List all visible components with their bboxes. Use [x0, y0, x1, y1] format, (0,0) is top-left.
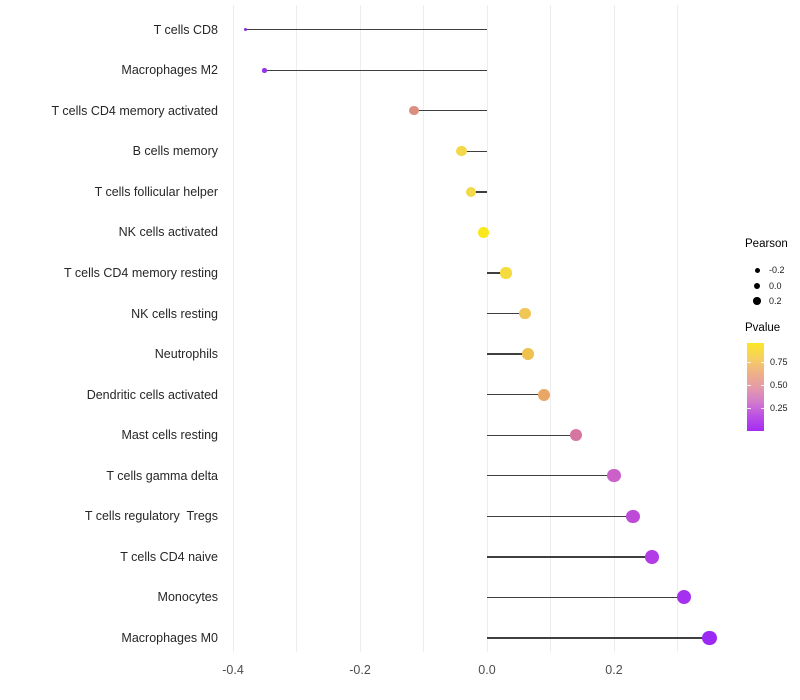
- pearson-dot: [478, 227, 490, 238]
- x-gridline: [613, 5, 615, 652]
- colorbar-tick-label: 0.50: [770, 380, 788, 390]
- colorbar-tick-mark: [760, 384, 764, 386]
- colorbar-tick-mark: [747, 361, 751, 363]
- legend-title-pearson: Pearson: [745, 238, 788, 250]
- pearson-dot: [645, 549, 659, 564]
- legend-size-label: -0.2: [769, 265, 785, 275]
- x-gridline: [232, 5, 234, 652]
- legend-size-label: 0.2: [769, 296, 782, 306]
- y-axis-label: T cells gamma delta: [106, 468, 218, 483]
- stem-line: [487, 434, 576, 436]
- stem-line: [487, 312, 526, 315]
- pearson-dot: [607, 469, 621, 483]
- x-gridline: [486, 5, 488, 652]
- stem-line: [461, 150, 487, 153]
- x-gridline: [677, 5, 678, 652]
- y-axis-label: NK cells resting: [131, 306, 218, 321]
- pearson-dot: [500, 267, 512, 279]
- x-gridline: [423, 5, 424, 652]
- pvalue-colorbar: [747, 343, 764, 431]
- stem-line: [487, 353, 529, 355]
- x-gridline: [550, 5, 551, 652]
- stem-line: [487, 475, 614, 477]
- legend-size-dot: [754, 267, 760, 273]
- x-gridline: [359, 5, 361, 652]
- x-axis-tick-label: -0.4: [222, 663, 244, 677]
- pearson-dot: [522, 348, 535, 360]
- x-axis-tick-label: 0.2: [605, 663, 623, 677]
- y-axis-label: Neutrophils: [154, 347, 218, 362]
- y-axis-label: NK cells activated: [118, 225, 218, 240]
- pearson-dot: [538, 388, 551, 401]
- stem-line: [245, 29, 487, 31]
- stem-line: [413, 110, 487, 112]
- legend-size-dot: [753, 297, 761, 305]
- x-gridline: [296, 5, 297, 652]
- stem-line: [487, 556, 653, 558]
- colorbar-tick-label: 0.25: [770, 403, 788, 413]
- pearson-dot: [569, 428, 583, 442]
- y-axis-label: T cells CD4 memory activated: [51, 103, 219, 118]
- x-axis-tick-label: -0.2: [349, 663, 371, 677]
- y-axis-label: T cells regulatory Tregs: [84, 509, 218, 524]
- stem-line: [264, 69, 487, 71]
- legend-title-pvalue: Pvalue: [745, 322, 781, 334]
- stem-line: [487, 596, 684, 599]
- pearson-dot: [626, 509, 640, 523]
- pearson-dot: [409, 106, 419, 116]
- y-axis-label: T cells CD4 memory resting: [64, 266, 218, 280]
- colorbar-tick-label: 0.75: [770, 357, 788, 367]
- stem-line: [487, 272, 507, 274]
- pearson-dot: [676, 590, 691, 605]
- pearson-dot: [262, 67, 267, 73]
- pearson-dot: [519, 307, 531, 320]
- stem-line: [487, 393, 545, 396]
- colorbar-tick-mark: [747, 384, 751, 386]
- legend-size-label: 0.0: [769, 281, 782, 291]
- pearson-dot: [465, 186, 477, 198]
- y-axis-label: Dendritic cells activated: [86, 387, 218, 402]
- pearson-dot: [701, 630, 717, 646]
- y-axis-label: Macrophages M0: [121, 630, 218, 645]
- y-axis-label: Mast cells resting: [121, 428, 218, 443]
- x-axis-tick-label: 0.0: [478, 663, 496, 677]
- y-axis-label: T cells CD4 naive: [120, 549, 218, 564]
- pearson-dot: [243, 27, 248, 32]
- stem-line: [487, 515, 634, 517]
- y-axis-label: Macrophages M2: [121, 63, 218, 78]
- y-axis-label: T cells follicular helper: [94, 184, 218, 199]
- stem-line: [487, 637, 710, 639]
- stem-line: [471, 191, 487, 193]
- y-axis-label: Monocytes: [157, 590, 218, 605]
- y-axis-label: T cells CD8: [153, 22, 218, 37]
- colorbar-tick-mark: [760, 407, 764, 409]
- pearson-dot: [456, 146, 467, 157]
- colorbar-tick-mark: [760, 361, 764, 363]
- legend-size-dot: [753, 282, 761, 290]
- y-axis-label: B cells memory: [132, 144, 218, 159]
- colorbar-tick-mark: [747, 407, 751, 409]
